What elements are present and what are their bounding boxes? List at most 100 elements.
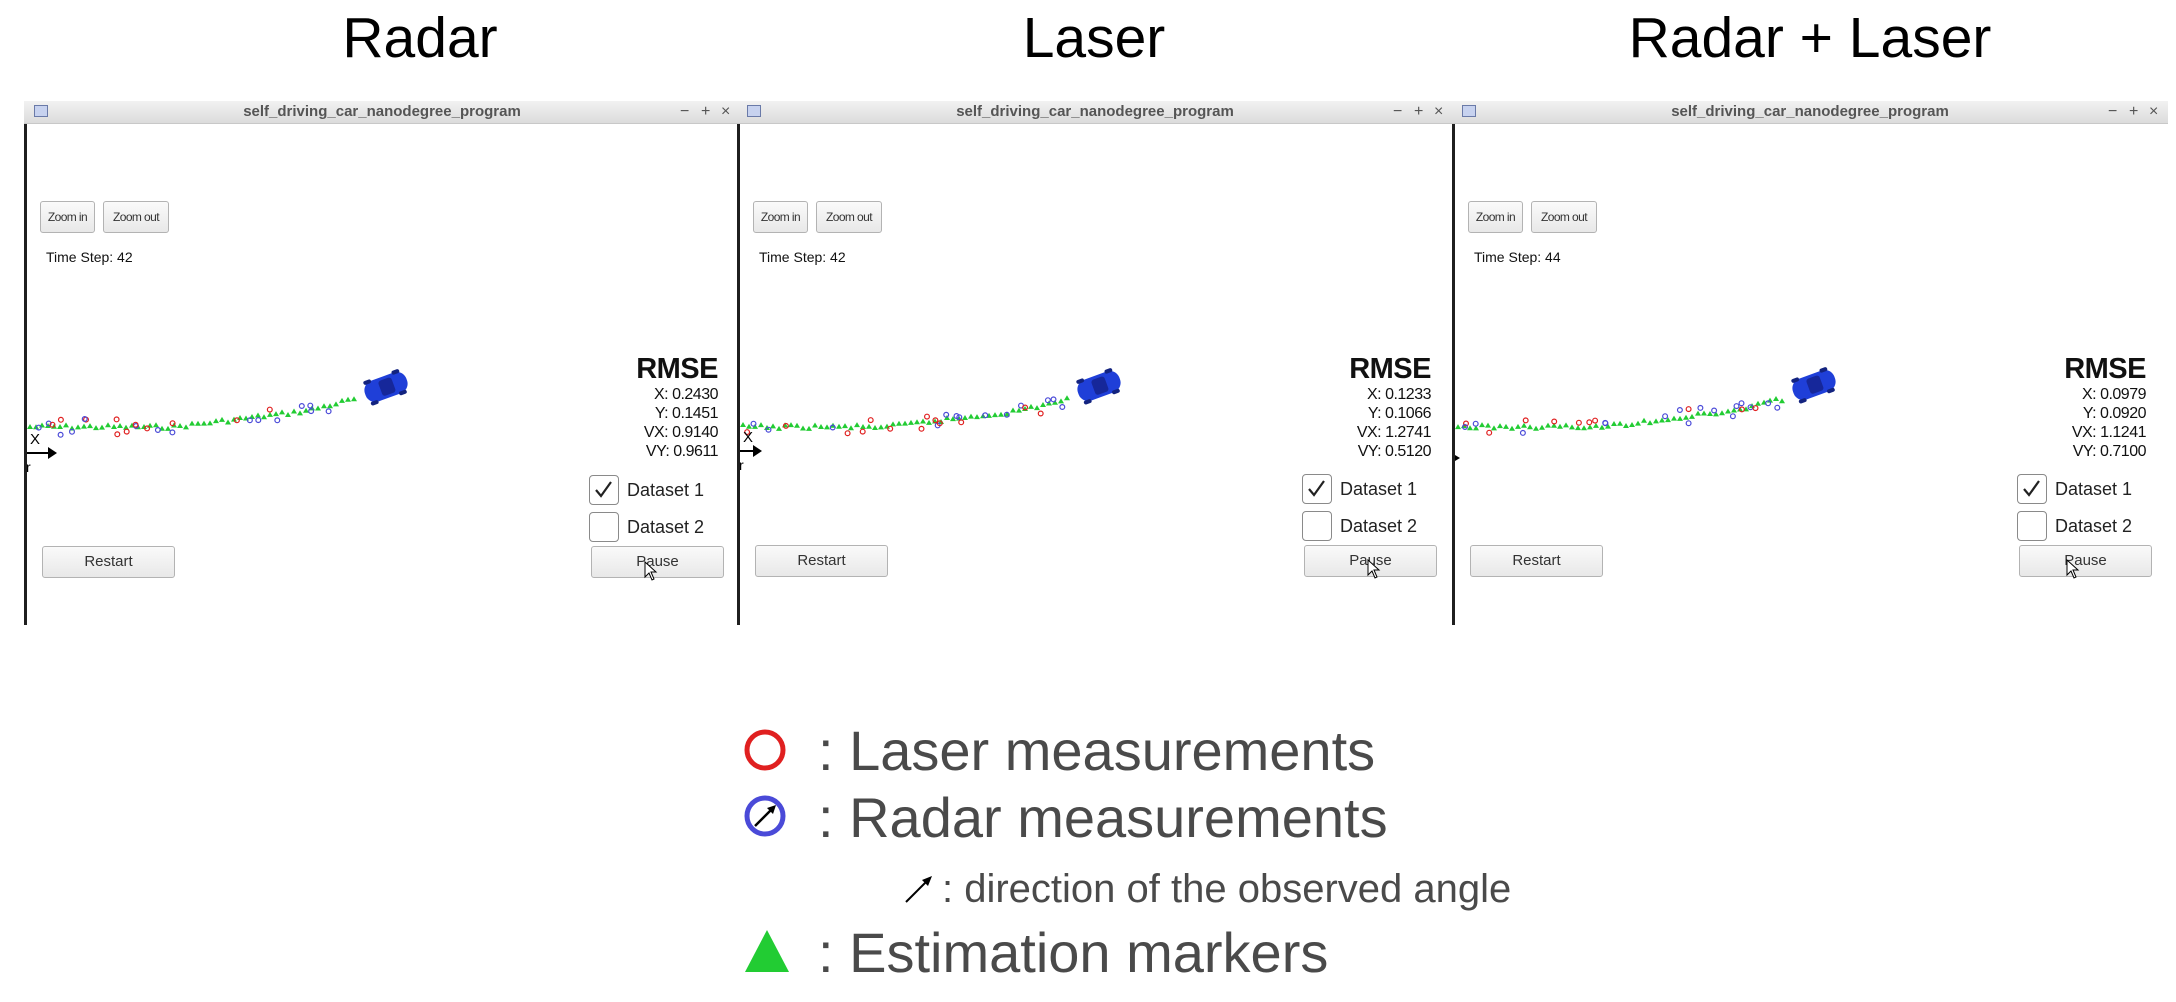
laser-marker	[859, 428, 866, 435]
zoom-out-button[interactable]: Zoom out	[816, 201, 882, 233]
dataset1-checkbox[interactable]	[589, 475, 619, 505]
laser-marker	[1463, 420, 1470, 427]
window-title: self_driving_car_nanodegree_program	[243, 103, 521, 120]
dataset1-label: Dataset 1	[627, 480, 705, 500]
dataset1-checkbox[interactable]	[1302, 474, 1332, 504]
maximize-icon[interactable]: +	[701, 103, 711, 120]
estimation-marker	[908, 419, 914, 425]
laser-marker	[782, 422, 789, 429]
close-icon[interactable]: ×	[2149, 103, 2159, 120]
estimation-marker	[992, 412, 998, 418]
legend-angle-label: : direction of the observed angle	[942, 867, 1512, 911]
estimation-marker	[1683, 414, 1689, 420]
pause-button[interactable]: Pause	[591, 546, 724, 578]
estimation-marker	[866, 423, 872, 429]
minimize-icon[interactable]: −	[680, 103, 690, 120]
simulation-canvas	[740, 368, 1121, 457]
estimation-marker	[267, 411, 273, 417]
app-icon	[34, 105, 48, 117]
estimation-marker	[1689, 413, 1695, 419]
car-icon	[363, 369, 408, 406]
radar-marker	[68, 428, 75, 435]
estimation-marker	[297, 410, 303, 416]
laser-marker	[233, 417, 240, 424]
minimize-icon[interactable]: −	[2108, 103, 2118, 120]
close-icon[interactable]: ×	[721, 103, 731, 120]
estimation-marker	[333, 401, 339, 407]
dataset1-checkbox[interactable]	[2017, 474, 2047, 504]
estimation-marker	[1575, 425, 1581, 431]
estimation-marker	[1755, 400, 1761, 406]
laser-marker	[744, 429, 751, 436]
estimation-marker	[1479, 422, 1485, 428]
window-edge	[1452, 101, 1455, 625]
estimation-marker	[111, 423, 117, 429]
radar-marker	[1765, 400, 1772, 407]
axis-arrow-icon	[1455, 455, 1460, 461]
estimation-marker	[752, 423, 758, 429]
minimize-icon[interactable]: −	[1393, 103, 1403, 120]
estimation-marker	[920, 418, 926, 424]
estimation-marker	[1533, 425, 1539, 431]
rmse-vx: VX: 0.9140	[643, 424, 719, 441]
maximize-icon[interactable]: +	[2129, 103, 2139, 120]
estimation-marker	[914, 419, 920, 425]
axis-x-label: X	[743, 429, 754, 446]
dataset2-checkbox[interactable]	[589, 512, 619, 542]
estimation-marker	[878, 424, 884, 430]
dataset2-checkbox[interactable]	[1302, 511, 1332, 541]
estimation-marker	[962, 414, 968, 420]
dataset2-checkbox[interactable]	[2017, 511, 2047, 541]
rmse-y: Y: 0.1066	[1367, 405, 1432, 422]
radar-marker	[35, 424, 42, 431]
laser-marker	[113, 416, 120, 423]
zoom-in-button[interactable]: Zoom in	[1468, 201, 1523, 233]
estimation-marker	[806, 425, 812, 431]
window-titlebar[interactable]: self_driving_car_nanodegree_program − + …	[24, 101, 740, 124]
rmse-vy: VY: 0.9611	[645, 443, 719, 460]
estimation-marker	[1052, 399, 1058, 405]
estimation-marker	[219, 416, 225, 422]
laser-marker	[1522, 417, 1529, 424]
radar-marker	[1462, 424, 1469, 431]
rmse-panel: RMSE X: 0.2430 Y: 0.1451 VX: 0.9140 VY: …	[568, 353, 718, 461]
zoom-out-button[interactable]: Zoom out	[103, 201, 169, 233]
radar-marker	[1738, 400, 1745, 407]
estimation-marker	[1485, 422, 1491, 428]
restart-button[interactable]: Restart	[42, 546, 175, 578]
close-icon[interactable]: ×	[1434, 103, 1444, 120]
estimation-marker	[1605, 423, 1611, 429]
window-edge	[737, 101, 740, 625]
estimation-marker	[1713, 411, 1719, 417]
restart-button[interactable]: Restart	[755, 545, 888, 577]
rmse-vx: VX: 1.2741	[1356, 424, 1432, 441]
pause-button[interactable]: Pause	[2019, 545, 2152, 577]
window-title: self_driving_car_nanodegree_program	[1671, 103, 1949, 120]
maximize-icon[interactable]: +	[1414, 103, 1424, 120]
simulator-window-laser: self_driving_car_nanodegree_program − + …	[737, 101, 1453, 625]
laser-marker	[958, 419, 965, 426]
zoom-in-button[interactable]: Zoom in	[753, 201, 808, 233]
rmse-title: RMSE	[1349, 353, 1431, 385]
estimation-marker	[201, 420, 207, 426]
zoom-in-button[interactable]: Zoom in	[40, 201, 95, 233]
estimation-marker	[1064, 395, 1070, 401]
estimation-marker	[285, 412, 291, 418]
radar-marker	[1697, 404, 1704, 411]
radar-marker	[1044, 397, 1051, 404]
estimation-marker	[345, 396, 351, 402]
zoom-out-button[interactable]: Zoom out	[1531, 201, 1597, 233]
estimation-marker	[1599, 424, 1605, 430]
estimation-marker	[99, 424, 105, 430]
window-titlebar[interactable]: self_driving_car_nanodegree_program − + …	[1452, 101, 2168, 124]
radar-marker	[1059, 404, 1066, 411]
axis-x-label: X	[30, 431, 41, 448]
estimation-marker	[1455, 424, 1461, 430]
estimation-marker	[1593, 422, 1599, 428]
restart-button[interactable]: Restart	[1470, 545, 1603, 577]
rmse-title: RMSE	[2064, 353, 2146, 385]
estimation-marker	[1058, 398, 1064, 404]
estimation-marker	[950, 416, 956, 422]
estimation-marker	[1473, 425, 1479, 431]
window-titlebar[interactable]: self_driving_car_nanodegree_program − + …	[737, 101, 1453, 124]
